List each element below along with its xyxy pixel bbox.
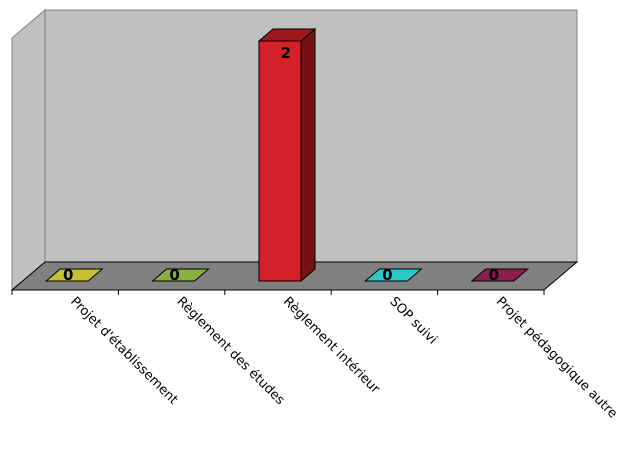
value-label: 0: [382, 266, 392, 284]
value-label: 0: [169, 266, 179, 284]
bar: [257, 27, 317, 283]
category-label: Règlement intérieur: [280, 294, 383, 397]
bar-front: [258, 40, 302, 282]
value-label: 0: [489, 266, 499, 284]
bar: [44, 268, 104, 282]
x-axis-ticks: [11, 290, 545, 295]
category-label: Projet pédagogique autre: [493, 294, 620, 421]
category-label: Projet d'établissement: [67, 294, 180, 407]
bar: [151, 268, 210, 282]
bars: [44, 27, 530, 283]
bar-side: [300, 27, 316, 283]
bar: [364, 268, 423, 282]
value-labels: 0 0 2 0 0: [63, 44, 499, 284]
bar-top: [44, 268, 104, 282]
value-label: 0: [63, 266, 73, 284]
category-label: SOP suivi: [386, 294, 439, 347]
bar-top: [470, 268, 530, 282]
bar-top: [364, 268, 423, 282]
bar: [470, 268, 530, 282]
chart-side-wall: [11, 8, 46, 292]
bar-top: [257, 28, 317, 42]
value-label: 2: [281, 44, 291, 62]
category-label: Règlement des études: [174, 294, 288, 408]
bar-top: [151, 268, 210, 282]
